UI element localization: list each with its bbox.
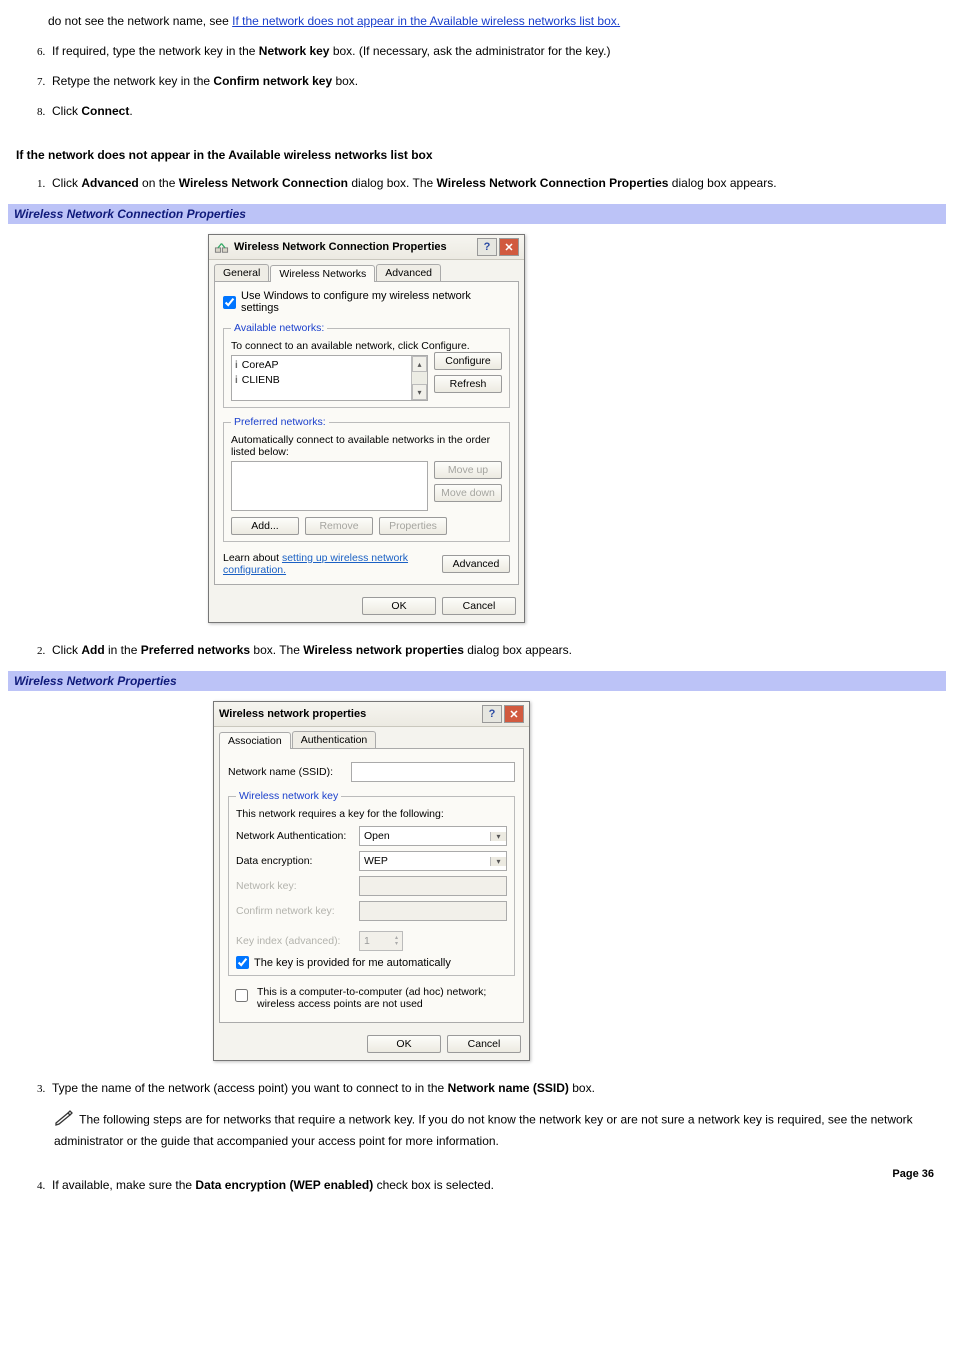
dialog1-title: Wireless Network Connection Properties <box>234 241 447 253</box>
network-icon <box>214 240 229 254</box>
preferred-networks-group: Preferred networks: Automatically connec… <box>223 416 510 542</box>
tab-association[interactable]: Association <box>219 732 291 749</box>
dialog1-titlebar: Wireless Network Connection Properties ?… <box>209 235 524 260</box>
section-heading: If the network does not appear in the Av… <box>16 148 946 162</box>
step-b3: Type the name of the network (access poi… <box>48 1079 946 1097</box>
use-windows-checkbox[interactable]: Use Windows to configure my wireless net… <box>223 290 510 314</box>
note-icon <box>54 1109 76 1132</box>
caption-bar-2: Wireless Network Properties <box>8 671 946 691</box>
step-b2: Click Add in the Preferred networks box.… <box>48 641 946 659</box>
ok-button[interactable]: OK <box>367 1035 441 1053</box>
note-block: The following steps are for networks tha… <box>54 1109 936 1150</box>
preferred-instruction: Automatically connect to available netwo… <box>231 434 502 458</box>
key-legend: Wireless network key <box>236 790 341 802</box>
enc-select[interactable]: WEP ▾ <box>359 851 507 871</box>
confirm-input <box>359 901 507 921</box>
partial-text: do not see the network name, see <box>48 14 232 28</box>
steps-list-a: do not see the network name, see If the … <box>8 12 946 30</box>
auto-key-checkbox[interactable]: The key is provided for me automatically <box>236 956 507 969</box>
chevron-down-icon[interactable]: ▾ <box>490 832 506 841</box>
scroll-down-icon[interactable]: ▾ <box>412 384 427 400</box>
use-windows-checkbox-input[interactable] <box>223 296 236 309</box>
dialog1-tabpanel: Use Windows to configure my wireless net… <box>214 281 519 585</box>
preferred-legend: Preferred networks: <box>231 416 329 428</box>
ssid-input[interactable] <box>351 762 515 782</box>
chevron-down-icon[interactable]: ▾ <box>490 857 506 866</box>
step-b4: If available, make sure the Data encrypt… <box>48 1176 892 1194</box>
learn-about-text: Learn about setting up wireless network … <box>223 552 442 576</box>
partial-link[interactable]: If the network does not appear in the Av… <box>232 14 620 28</box>
keyidx-spinner: 1 ▴▾ <box>359 931 403 951</box>
list-item[interactable]: iCLIENB <box>235 373 408 388</box>
available-networks-list[interactable]: iCoreAP iCLIENB ▴ ▾ <box>231 355 428 401</box>
scroll-up-icon[interactable]: ▴ <box>412 356 427 372</box>
preferred-networks-list[interactable] <box>231 461 428 511</box>
note-text: The following steps are for networks tha… <box>54 1113 913 1148</box>
tab-wireless-networks[interactable]: Wireless Networks <box>270 265 375 282</box>
keyidx-label: Key index (advanced): <box>236 935 359 947</box>
steps-list-b: Click Advanced on the Wireless Network C… <box>8 174 946 192</box>
tab-authentication[interactable]: Authentication <box>292 731 377 748</box>
refresh-button[interactable]: Refresh <box>434 375 502 393</box>
close-button[interactable]: ✕ <box>504 705 524 723</box>
auth-label: Network Authentication: <box>236 830 359 842</box>
ssid-label: Network name (SSID): <box>228 766 351 778</box>
available-instruction: To connect to an available network, clic… <box>231 340 502 352</box>
netkey-input <box>359 876 507 896</box>
enc-label: Data encryption: <box>236 855 359 867</box>
dialog2-titlebar: Wireless network properties ? ✕ <box>214 702 529 727</box>
advanced-button[interactable]: Advanced <box>442 555 510 573</box>
remove-button: Remove <box>305 517 373 535</box>
dialog2-title: Wireless network properties <box>219 708 366 720</box>
tab-general[interactable]: General <box>214 264 269 281</box>
dialog1-tabs: General Wireless Networks Advanced <box>209 260 524 281</box>
cancel-button[interactable]: Cancel <box>447 1035 521 1053</box>
help-button[interactable]: ? <box>477 238 497 256</box>
available-legend: Available networks: <box>231 322 327 334</box>
configure-button[interactable]: Configure <box>434 352 502 370</box>
properties-button: Properties <box>379 517 447 535</box>
move-down-button: Move down <box>434 484 502 502</box>
confirm-label: Confirm network key: <box>236 905 359 917</box>
available-networks-group: Available networks: To connect to an ava… <box>223 322 510 408</box>
help-button[interactable]: ? <box>482 705 502 723</box>
wireless-key-group: Wireless network key This network requir… <box>228 790 515 976</box>
auth-select[interactable]: Open ▾ <box>359 826 507 846</box>
antenna-icon: i <box>235 373 238 388</box>
caption-bar-1: Wireless Network Connection Properties <box>8 204 946 224</box>
step-8: Click Connect. <box>48 102 946 120</box>
step-6: If required, type the network key in the… <box>48 42 946 60</box>
add-button[interactable]: Add... <box>231 517 299 535</box>
step-b1: Click Advanced on the Wireless Network C… <box>48 174 946 192</box>
move-up-button: Move up <box>434 461 502 479</box>
tab-advanced[interactable]: Advanced <box>376 264 441 281</box>
auto-key-checkbox-input[interactable] <box>236 956 249 969</box>
ok-button[interactable]: OK <box>362 597 436 615</box>
scrollbar[interactable]: ▴ ▾ <box>411 356 428 400</box>
key-instruction: This network requires a key for the foll… <box>236 808 507 820</box>
close-button[interactable]: ✕ <box>499 238 519 256</box>
adhoc-label: This is a computer-to-computer (ad hoc) … <box>257 986 512 1010</box>
antenna-icon: i <box>235 358 238 373</box>
cancel-button[interactable]: Cancel <box>442 597 516 615</box>
adhoc-checkbox[interactable] <box>235 989 248 1002</box>
list-item[interactable]: iCoreAP <box>235 358 408 373</box>
page-number: Page 36 <box>892 1164 946 1190</box>
dialog-connection-properties: Wireless Network Connection Properties ?… <box>208 234 525 623</box>
dialog2-tabs: Association Authentication <box>214 727 529 748</box>
netkey-label: Network key: <box>236 880 359 892</box>
step-7: Retype the network key in the Confirm ne… <box>48 72 946 90</box>
partial-prev-step: do not see the network name, see If the … <box>44 12 946 30</box>
dialog-network-properties: Wireless network properties ? ✕ Associat… <box>213 701 530 1061</box>
dialog2-tabpanel: Network name (SSID): Wireless network ke… <box>219 748 524 1023</box>
